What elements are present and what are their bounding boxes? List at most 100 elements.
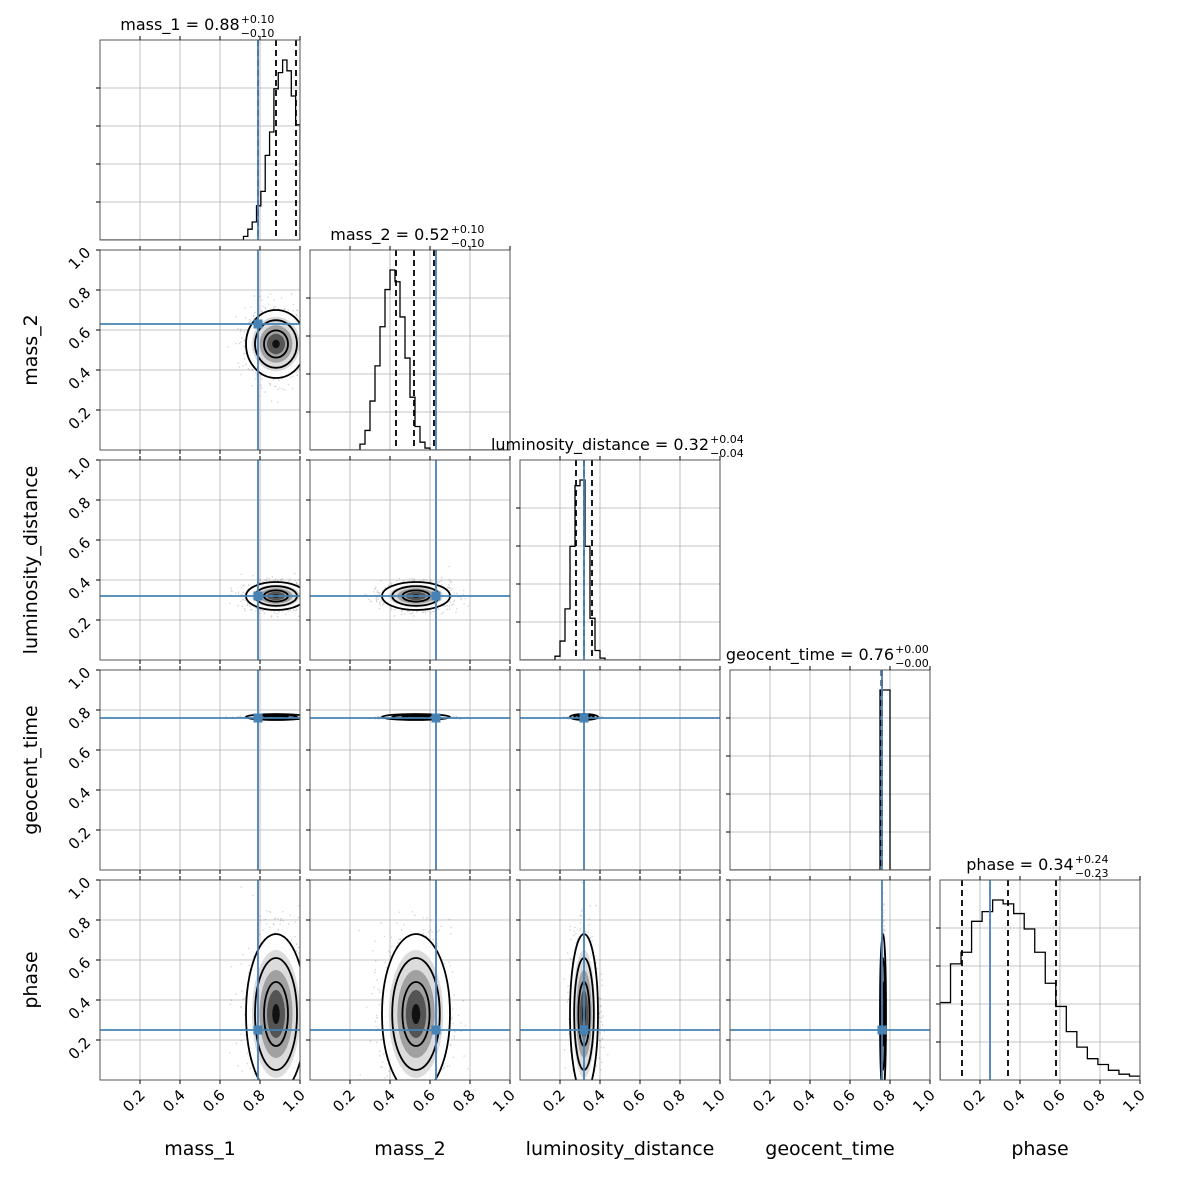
panel-mass_2-vs-luminosity_distance: [306, 456, 511, 664]
panel-title-plus: +0.10: [451, 223, 485, 236]
panel-frame: [519, 459, 721, 661]
panel-mass_2-vs-phase: [306, 876, 511, 1084]
y-axis-phase: 0.2 0.4 0.6 0.8 1.0 phase: [20, 874, 94, 1064]
x-tick-label: 0.2: [329, 1086, 359, 1116]
y-tick-label: 0.4: [65, 784, 95, 814]
panel-title-text: mass_2 = 0.52: [330, 225, 449, 245]
x-tick-label: 0.2: [959, 1086, 989, 1116]
contour-line: [263, 981, 289, 1047]
panel-title-plus: +0.04: [710, 433, 744, 446]
x-axis-mass_2: 0.2 0.4 0.6 0.8 1.0 mass_2: [329, 1086, 519, 1160]
panel-title-plus: +0.24: [1075, 853, 1109, 866]
y-tick-label: 0.2: [65, 824, 95, 854]
x-tick-label: 0.6: [1039, 1086, 1069, 1116]
x-tick-label: 1.0: [1119, 1086, 1149, 1116]
panel-mass_1-vs-phase: [96, 876, 301, 1084]
y-tick-label: 0.6: [65, 324, 95, 354]
y-axis-label: mass_2: [20, 314, 42, 386]
y-tick-label: 1.0: [65, 244, 95, 274]
y-tick-label: 0.2: [65, 614, 95, 644]
panel-title-text: phase = 0.34: [966, 855, 1073, 874]
panel-frame: [99, 249, 301, 451]
panel-title-minus: −0.23: [1075, 867, 1109, 880]
panel-frame: [309, 669, 511, 871]
x-tick-label: 1.0: [489, 1086, 519, 1116]
x-tick-label: 1.0: [279, 1086, 309, 1116]
panel-title-plus: +0.00: [895, 643, 929, 656]
panel-title-phase: phase = 0.34 +0.24−0.23: [966, 853, 1108, 880]
truth-marker: [431, 591, 441, 601]
panel-title-text: luminosity_distance = 0.32: [491, 435, 709, 455]
contour-line: [401, 981, 431, 1047]
y-tick-label: 0.6: [65, 744, 95, 774]
y-tick-label: 0.4: [65, 574, 95, 604]
y-tick-label: 0.6: [65, 954, 95, 984]
density-layer: [229, 886, 300, 1080]
y-tick-label: 0.2: [65, 404, 95, 434]
panel-luminosity_distance-histogram: luminosity_distance = 0.32 +0.04−0.04: [491, 433, 744, 661]
y-tick-label: 0.8: [65, 914, 95, 944]
truth-marker: [877, 1025, 887, 1035]
panel-mass_1-vs-mass_2: [96, 246, 301, 454]
panel-frame: [99, 459, 301, 661]
panel-mass_1-histogram: mass_1 = 0.88 +0.10−0.10: [96, 13, 301, 241]
x-axis-label: phase: [1011, 1138, 1068, 1160]
y-axis-label: phase: [20, 951, 42, 1008]
y-tick-label: 0.8: [65, 284, 95, 314]
panel-phase-histogram: phase = 0.34 +0.24−0.23: [936, 853, 1141, 1081]
contour-line: [391, 957, 441, 1071]
x-axis-label: mass_1: [164, 1138, 236, 1160]
histogram-geocent_time: [730, 689, 930, 870]
y-axis-mass_2: 0.2 0.4 0.6 0.8 1.0 mass_2: [20, 244, 94, 434]
x-tick-label: 1.0: [699, 1086, 729, 1116]
panel-title-mass_1: mass_1 = 0.88 +0.10−0.10: [120, 13, 274, 40]
panel-geocent_time-vs-phase: [726, 876, 931, 1084]
panel-frame: [519, 669, 721, 871]
panel-mass_1-vs-luminosity_distance: [96, 456, 301, 664]
y-axis-geocent_time: 0.2 0.4 0.6 0.8 1.0 geocent_time: [20, 664, 94, 854]
x-tick-label: 0.4: [999, 1086, 1029, 1116]
contour-line: [245, 933, 300, 1080]
panel-title-minus: −0.10: [241, 27, 275, 40]
panel-frame: [519, 879, 721, 1081]
panel-title-minus: −0.04: [710, 447, 744, 460]
truth-marker: [579, 1025, 589, 1035]
y-tick-label: 1.0: [65, 874, 95, 904]
panel-title-geocent_time: geocent_time = 0.76 +0.00−0.00: [726, 643, 929, 670]
panel-title-luminosity_distance: luminosity_distance = 0.32 +0.04−0.04: [491, 433, 744, 460]
y-tick-label: 1.0: [65, 454, 95, 484]
x-tick-label: 0.4: [369, 1086, 399, 1116]
x-tick-label: 0.8: [1079, 1086, 1109, 1116]
truth-marker: [431, 1025, 441, 1035]
x-tick-label: 0.8: [659, 1086, 689, 1116]
panel-frame: [309, 249, 511, 451]
panel-frame: [99, 39, 301, 241]
panel-title-mass_2: mass_2 = 0.52 +0.10−0.10: [330, 223, 484, 250]
y-tick-label: 0.4: [65, 364, 95, 394]
x-tick-label: 0.4: [159, 1086, 189, 1116]
y-tick-label: 0.2: [65, 1034, 95, 1064]
contour-line: [263, 329, 289, 359]
contour-line: [381, 933, 451, 1080]
x-axis-label: geocent_time: [765, 1138, 894, 1160]
truth-marker: [253, 713, 263, 723]
panel-mass_1-vs-geocent_time: [96, 666, 301, 874]
density-level: [411, 1004, 421, 1024]
histogram-mass_1: [100, 59, 300, 240]
histogram-phase: [940, 899, 1140, 1080]
x-tick-label: 0.8: [449, 1086, 479, 1116]
panel-luminosity_distance-vs-phase: [516, 876, 721, 1084]
x-tick-label: 0.8: [869, 1086, 899, 1116]
x-tick-label: 0.6: [409, 1086, 439, 1116]
y-tick-label: 0.8: [65, 704, 95, 734]
x-axis-mass_1: 0.2 0.4 0.6 0.8 1.0 mass_1: [119, 1086, 309, 1160]
panel-geocent_time-histogram: geocent_time = 0.76 +0.00−0.00: [726, 643, 931, 871]
contour-line: [254, 319, 298, 369]
x-axis-geocent_time: 0.2 0.4 0.6 0.8 1.0 geocent_time: [749, 1086, 939, 1160]
x-tick-label: 0.6: [619, 1086, 649, 1116]
contour-line: [245, 309, 300, 379]
truth-marker: [579, 713, 589, 723]
x-tick-label: 0.2: [749, 1086, 779, 1116]
contour-line: [254, 957, 298, 1071]
x-tick-label: 0.2: [539, 1086, 569, 1116]
